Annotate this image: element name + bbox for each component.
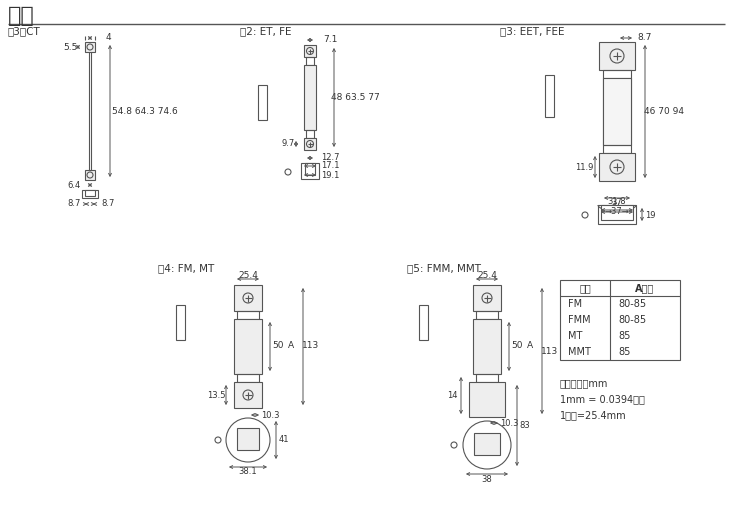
Text: 10.3: 10.3 [500, 418, 518, 427]
Bar [301, 163, 319, 179]
Text: 12.7: 12.7 [321, 153, 339, 163]
Text: FM: FM [568, 299, 582, 309]
Text: 尺寸单位：mm: 尺寸单位：mm [560, 378, 608, 388]
Text: 113: 113 [303, 342, 320, 350]
Bar [474, 433, 500, 455]
Bar [598, 205, 636, 224]
Bar [599, 42, 635, 70]
Text: 图2: ET, FE: 图2: ET, FE [240, 26, 292, 36]
Text: →37→: →37→ [605, 207, 630, 217]
Text: 31.8: 31.8 [608, 198, 626, 206]
Bar [85, 42, 95, 52]
Text: 54.8 64.3 74.6: 54.8 64.3 74.6 [112, 106, 178, 116]
Text: 8.7: 8.7 [67, 200, 81, 208]
Text: 14: 14 [446, 391, 457, 399]
Text: 46 70 94: 46 70 94 [644, 106, 684, 116]
Bar [304, 65, 316, 130]
Bar [304, 138, 316, 150]
Bar [306, 57, 314, 65]
Text: A: A [288, 342, 294, 350]
Bar [476, 311, 498, 319]
Bar [85, 190, 95, 196]
Text: 10.3: 10.3 [261, 411, 279, 420]
Text: 25.4: 25.4 [238, 270, 258, 280]
Bar [234, 382, 262, 408]
Text: 48 63.5 77: 48 63.5 77 [331, 92, 380, 102]
Text: 113: 113 [542, 347, 559, 356]
Text: 38.1: 38.1 [239, 467, 257, 476]
Bar [234, 285, 262, 311]
Bar [545, 75, 554, 117]
Text: 5.5: 5.5 [63, 42, 77, 52]
Bar [469, 382, 505, 417]
Text: 图3: EET, FEE: 图3: EET, FEE [500, 26, 564, 36]
Text: 8.7: 8.7 [638, 34, 652, 42]
Text: 17.1: 17.1 [321, 162, 339, 170]
Text: 9.7: 9.7 [281, 139, 295, 149]
Text: 38: 38 [482, 475, 493, 483]
Text: 80-85: 80-85 [618, 315, 646, 325]
Text: 13.5: 13.5 [207, 391, 225, 399]
Text: 6.4: 6.4 [67, 181, 81, 189]
Text: 50: 50 [511, 342, 523, 350]
Text: 7.1: 7.1 [323, 36, 337, 44]
Text: MMT: MMT [568, 347, 591, 357]
Text: 83: 83 [520, 421, 531, 429]
Text: 37: 37 [611, 198, 622, 207]
Bar [601, 205, 633, 220]
Bar [473, 285, 501, 311]
Text: 19.1: 19.1 [321, 170, 339, 180]
Text: 1英寸=25.4mm: 1英寸=25.4mm [560, 410, 627, 420]
Bar [473, 319, 501, 374]
Text: MT: MT [568, 331, 583, 341]
Text: 1mm = 0.0394英寸: 1mm = 0.0394英寸 [560, 394, 645, 404]
Bar [82, 190, 98, 198]
Bar [599, 153, 635, 181]
Bar [603, 70, 631, 78]
Bar [305, 163, 315, 175]
Bar [234, 319, 262, 374]
Text: 41: 41 [279, 436, 290, 444]
Text: A尺寸: A尺寸 [636, 283, 655, 293]
Bar [85, 170, 95, 180]
Text: 图5: FMM, MMT: 图5: FMM, MMT [407, 263, 481, 273]
Bar [237, 374, 259, 382]
Text: 85: 85 [618, 331, 630, 341]
Bar [476, 374, 498, 382]
Text: 50: 50 [272, 342, 284, 350]
Bar [560, 280, 680, 360]
Text: 85: 85 [618, 347, 630, 357]
Text: 尺寸: 尺寸 [8, 6, 34, 26]
Text: 11.9: 11.9 [575, 163, 593, 171]
Text: A: A [527, 342, 533, 350]
Bar [603, 78, 631, 145]
Text: 25.4: 25.4 [477, 270, 497, 280]
Text: 80-85: 80-85 [618, 299, 646, 309]
Bar [237, 311, 259, 319]
Bar [304, 45, 316, 57]
Text: 4: 4 [106, 34, 111, 42]
Bar [603, 145, 631, 153]
Bar [306, 130, 314, 138]
Bar [258, 85, 267, 120]
Text: FMM: FMM [568, 315, 591, 325]
Text: 19: 19 [645, 211, 655, 219]
Text: 类型: 类型 [579, 283, 591, 293]
Text: 8.7: 8.7 [101, 200, 114, 208]
Text: 图4: FM, MT: 图4: FM, MT [158, 263, 214, 273]
Text: 图3：CT: 图3：CT [8, 26, 41, 36]
Bar [176, 305, 185, 340]
Bar [237, 428, 259, 450]
Bar [419, 305, 428, 340]
